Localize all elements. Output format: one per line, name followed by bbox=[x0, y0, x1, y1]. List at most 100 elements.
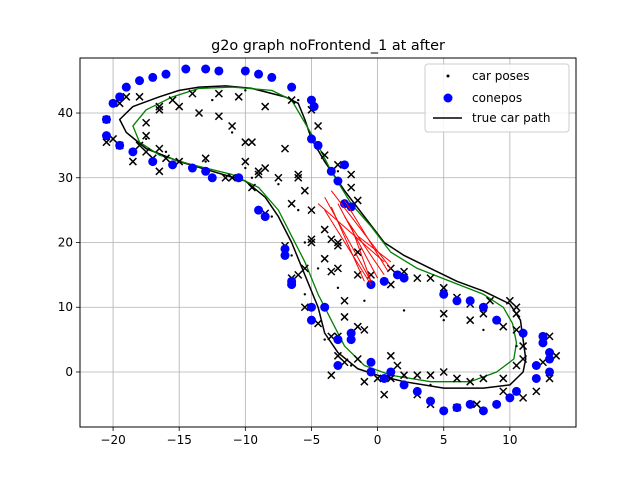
car-pose-point bbox=[316, 124, 320, 128]
landmark-x-marker bbox=[155, 105, 164, 114]
x-tick-label: −10 bbox=[233, 433, 258, 447]
landmark-x-marker bbox=[195, 108, 204, 118]
car-pose-point bbox=[244, 89, 247, 92]
x-marker-stroke bbox=[333, 160, 342, 169]
landmark-x-marker bbox=[340, 312, 349, 321]
legend-car-poses-marker bbox=[446, 74, 450, 78]
landmark-x-marker bbox=[214, 112, 223, 121]
x-marker-stroke bbox=[545, 374, 554, 383]
landmark-x-marker bbox=[545, 332, 554, 341]
landmark-x-marker bbox=[333, 160, 342, 169]
x-marker-stroke bbox=[195, 108, 204, 118]
cone-point bbox=[207, 173, 217, 183]
loop-edge bbox=[330, 206, 365, 282]
landmark-x-marker bbox=[426, 274, 435, 283]
cone-point bbox=[128, 147, 138, 157]
landmark-x-marker bbox=[452, 374, 461, 383]
landmark-x-marker bbox=[426, 371, 435, 380]
cone-point bbox=[187, 163, 197, 173]
x-marker-stroke bbox=[347, 170, 356, 179]
x-marker-stroke bbox=[201, 154, 210, 163]
car-pose-point bbox=[482, 328, 485, 332]
cone-point bbox=[340, 160, 350, 170]
x-marker-stroke bbox=[505, 296, 514, 305]
x-marker-stroke bbox=[333, 351, 342, 360]
x-marker-stroke bbox=[333, 264, 342, 273]
x-marker-stroke bbox=[439, 309, 448, 318]
landmark-x-marker bbox=[519, 354, 528, 364]
x-marker-stroke bbox=[320, 151, 329, 160]
cone-point bbox=[399, 380, 409, 390]
landmark-x-marker bbox=[300, 303, 309, 312]
car-pose-point bbox=[363, 299, 366, 302]
car-pose-point bbox=[144, 137, 148, 141]
cone-point bbox=[280, 244, 290, 254]
x-marker-stroke bbox=[161, 154, 171, 163]
x-marker-stroke bbox=[300, 186, 309, 195]
loop-edge bbox=[317, 203, 385, 263]
cone-point bbox=[115, 92, 125, 102]
x-marker-stroke bbox=[327, 267, 336, 276]
x-marker-stroke bbox=[241, 138, 250, 147]
x-marker-stroke bbox=[426, 371, 435, 380]
x-marker-stroke bbox=[519, 354, 528, 364]
x-marker-stroke bbox=[314, 319, 323, 328]
cone-point bbox=[386, 367, 396, 377]
landmark-x-marker bbox=[393, 361, 402, 370]
x-marker-stroke bbox=[175, 102, 184, 111]
x-marker-stroke bbox=[333, 238, 342, 247]
x-marker-stroke bbox=[413, 371, 422, 380]
x-tick-label: −15 bbox=[167, 433, 192, 447]
landmark-x-marker bbox=[168, 96, 177, 105]
cone-point bbox=[115, 140, 125, 150]
cone-point bbox=[346, 335, 356, 345]
car-pose-point bbox=[336, 170, 340, 173]
landmark-x-marker bbox=[519, 393, 528, 402]
x-tick-label: −20 bbox=[100, 433, 125, 447]
landmark-x-marker bbox=[466, 377, 475, 386]
landmark-x-marker bbox=[466, 316, 475, 325]
x-marker-stroke bbox=[333, 241, 342, 250]
y-tick-label: 10 bbox=[58, 300, 73, 314]
cone-point bbox=[379, 276, 389, 286]
x-marker-stroke bbox=[228, 173, 237, 182]
x-marker-stroke bbox=[472, 400, 481, 409]
landmark-x-marker bbox=[294, 173, 303, 182]
landmark-x-marker bbox=[439, 367, 448, 377]
x-marker-stroke bbox=[274, 173, 283, 182]
landmark-x-marker bbox=[499, 322, 508, 331]
cone-point bbox=[545, 354, 555, 364]
landmark-x-marker bbox=[307, 235, 316, 244]
x-marker-stroke bbox=[234, 92, 243, 101]
landmark-x-marker bbox=[333, 238, 342, 247]
landmark-x-marker bbox=[439, 309, 448, 318]
cone-point bbox=[168, 160, 178, 170]
cone-point bbox=[234, 173, 244, 183]
cone-point bbox=[492, 315, 502, 325]
x-marker-stroke bbox=[327, 332, 336, 341]
x-marker-stroke bbox=[466, 377, 475, 386]
x-marker-stroke bbox=[512, 325, 521, 334]
car-pose-point bbox=[277, 183, 280, 186]
x-marker-stroke bbox=[142, 131, 151, 140]
x-marker-stroke bbox=[228, 121, 237, 131]
landmark-x-marker bbox=[400, 371, 409, 380]
x-marker-stroke bbox=[102, 138, 111, 147]
cone-point bbox=[148, 157, 158, 167]
chart-title: g2o graph noFrontend_1 at after bbox=[211, 38, 445, 54]
x-marker-stroke bbox=[214, 112, 223, 121]
landmark-x-marker bbox=[519, 342, 528, 351]
landmark-x-marker bbox=[413, 371, 422, 380]
landmark-x-marker bbox=[142, 147, 151, 156]
landmark-x-marker bbox=[122, 92, 131, 101]
x-marker-stroke bbox=[115, 99, 124, 108]
x-marker-stroke bbox=[142, 147, 151, 156]
loop-edge bbox=[324, 209, 372, 285]
x-marker-stroke bbox=[135, 141, 144, 150]
x-marker-stroke bbox=[340, 312, 349, 321]
x-marker-stroke bbox=[155, 144, 164, 153]
car-pose-point bbox=[297, 98, 300, 102]
x-marker-stroke bbox=[155, 102, 164, 111]
landmark-x-marker bbox=[214, 89, 223, 98]
